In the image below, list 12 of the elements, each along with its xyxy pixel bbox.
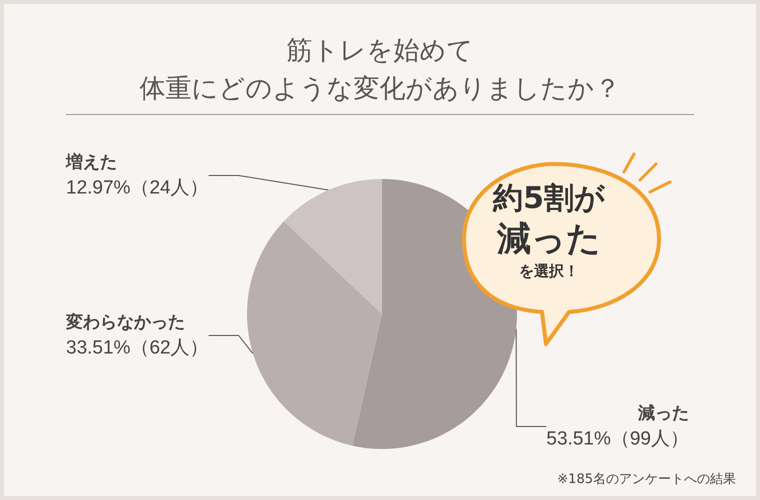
text: 約5割が xyxy=(492,180,606,218)
text: ※185名のアンケートへの結果 xyxy=(557,471,736,488)
slice-label: 減った xyxy=(637,404,689,422)
text: 減った xyxy=(496,218,602,260)
data-label: 33.51%（62人） xyxy=(66,338,209,358)
slice-label: 増えた xyxy=(65,152,117,172)
data-label: 53.51%（99人） xyxy=(546,428,689,450)
text: を選択！ xyxy=(518,261,580,282)
data-label: 12.97%（24人） xyxy=(66,178,209,198)
chart-title: 筋トレを始めて xyxy=(286,35,474,68)
chart-subtitle: 体重にどのような変化がありましたか？ xyxy=(138,73,622,106)
slice-label: 変わらなかった xyxy=(65,312,185,332)
